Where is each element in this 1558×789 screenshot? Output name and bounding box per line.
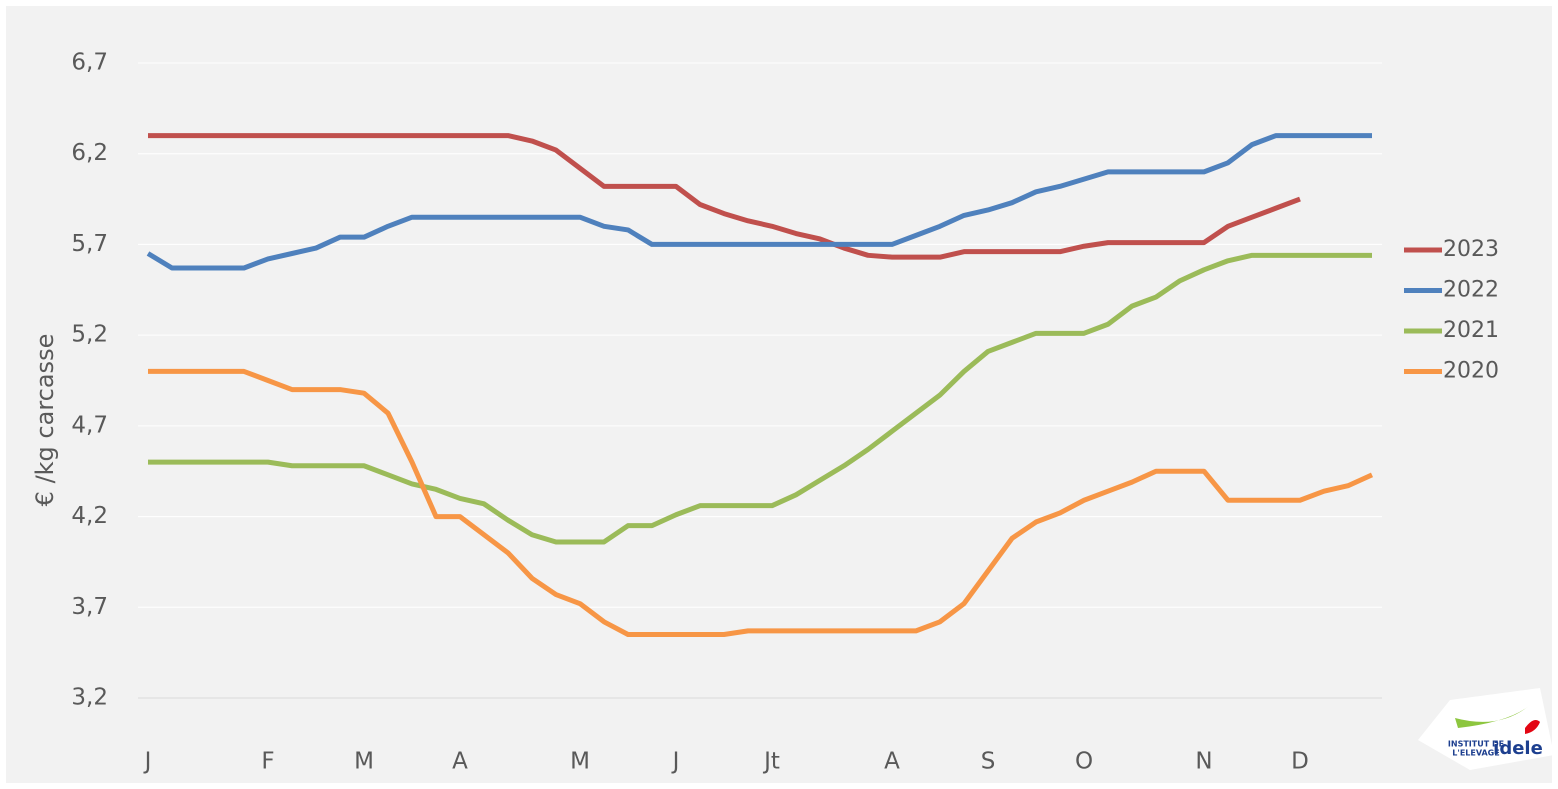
- x-tick-label: M: [570, 749, 590, 775]
- logo: INSTITUT DE L'ELEVAGE idele: [1418, 688, 1554, 770]
- logo-text: L'ELEVAGE: [1452, 749, 1499, 758]
- y-tick-label: 3,2: [71, 685, 108, 711]
- y-tick-label: 5,7: [71, 231, 108, 257]
- x-tick-label: J: [143, 749, 152, 775]
- x-tick-label: S: [981, 749, 996, 775]
- legend-label: 2020: [1443, 359, 1499, 384]
- logo-mark: [1525, 720, 1540, 734]
- legend-label: 2022: [1443, 278, 1499, 303]
- series-line: [148, 252, 1372, 545]
- x-tick-label: A: [884, 749, 900, 775]
- x-tick-label: M: [354, 749, 374, 775]
- logo-badge: [1418, 688, 1554, 770]
- x-tick-label: N: [1195, 749, 1212, 775]
- x-tick-label: O: [1075, 749, 1093, 775]
- series-line: [148, 133, 1301, 260]
- y-axis-title: € /kg carcasse: [31, 334, 59, 507]
- x-tick-label: Jt: [762, 749, 780, 775]
- y-tick-label: 3,7: [71, 594, 108, 620]
- x-tick-label: J: [671, 749, 680, 775]
- y-tick-label: 4,7: [71, 412, 108, 438]
- y-tick-label: 5,2: [71, 322, 108, 348]
- legend-label: 2023: [1443, 237, 1499, 262]
- x-tick-label: F: [261, 749, 274, 775]
- y-tick-label: 6,2: [71, 140, 108, 166]
- logo-swoosh: [1455, 705, 1530, 728]
- series-line: [146, 133, 1372, 271]
- y-tick-label: 4,2: [71, 503, 108, 529]
- chart-background: [6, 6, 1552, 783]
- legend-label: 2021: [1443, 318, 1499, 343]
- x-tick-label: A: [452, 749, 468, 775]
- logo-brand: idele: [1493, 738, 1543, 759]
- x-tick-label: D: [1291, 749, 1309, 775]
- y-tick-label: 6,7: [71, 50, 108, 76]
- series-line: [148, 368, 1374, 637]
- logo-text: INSTITUT DE: [1448, 740, 1504, 749]
